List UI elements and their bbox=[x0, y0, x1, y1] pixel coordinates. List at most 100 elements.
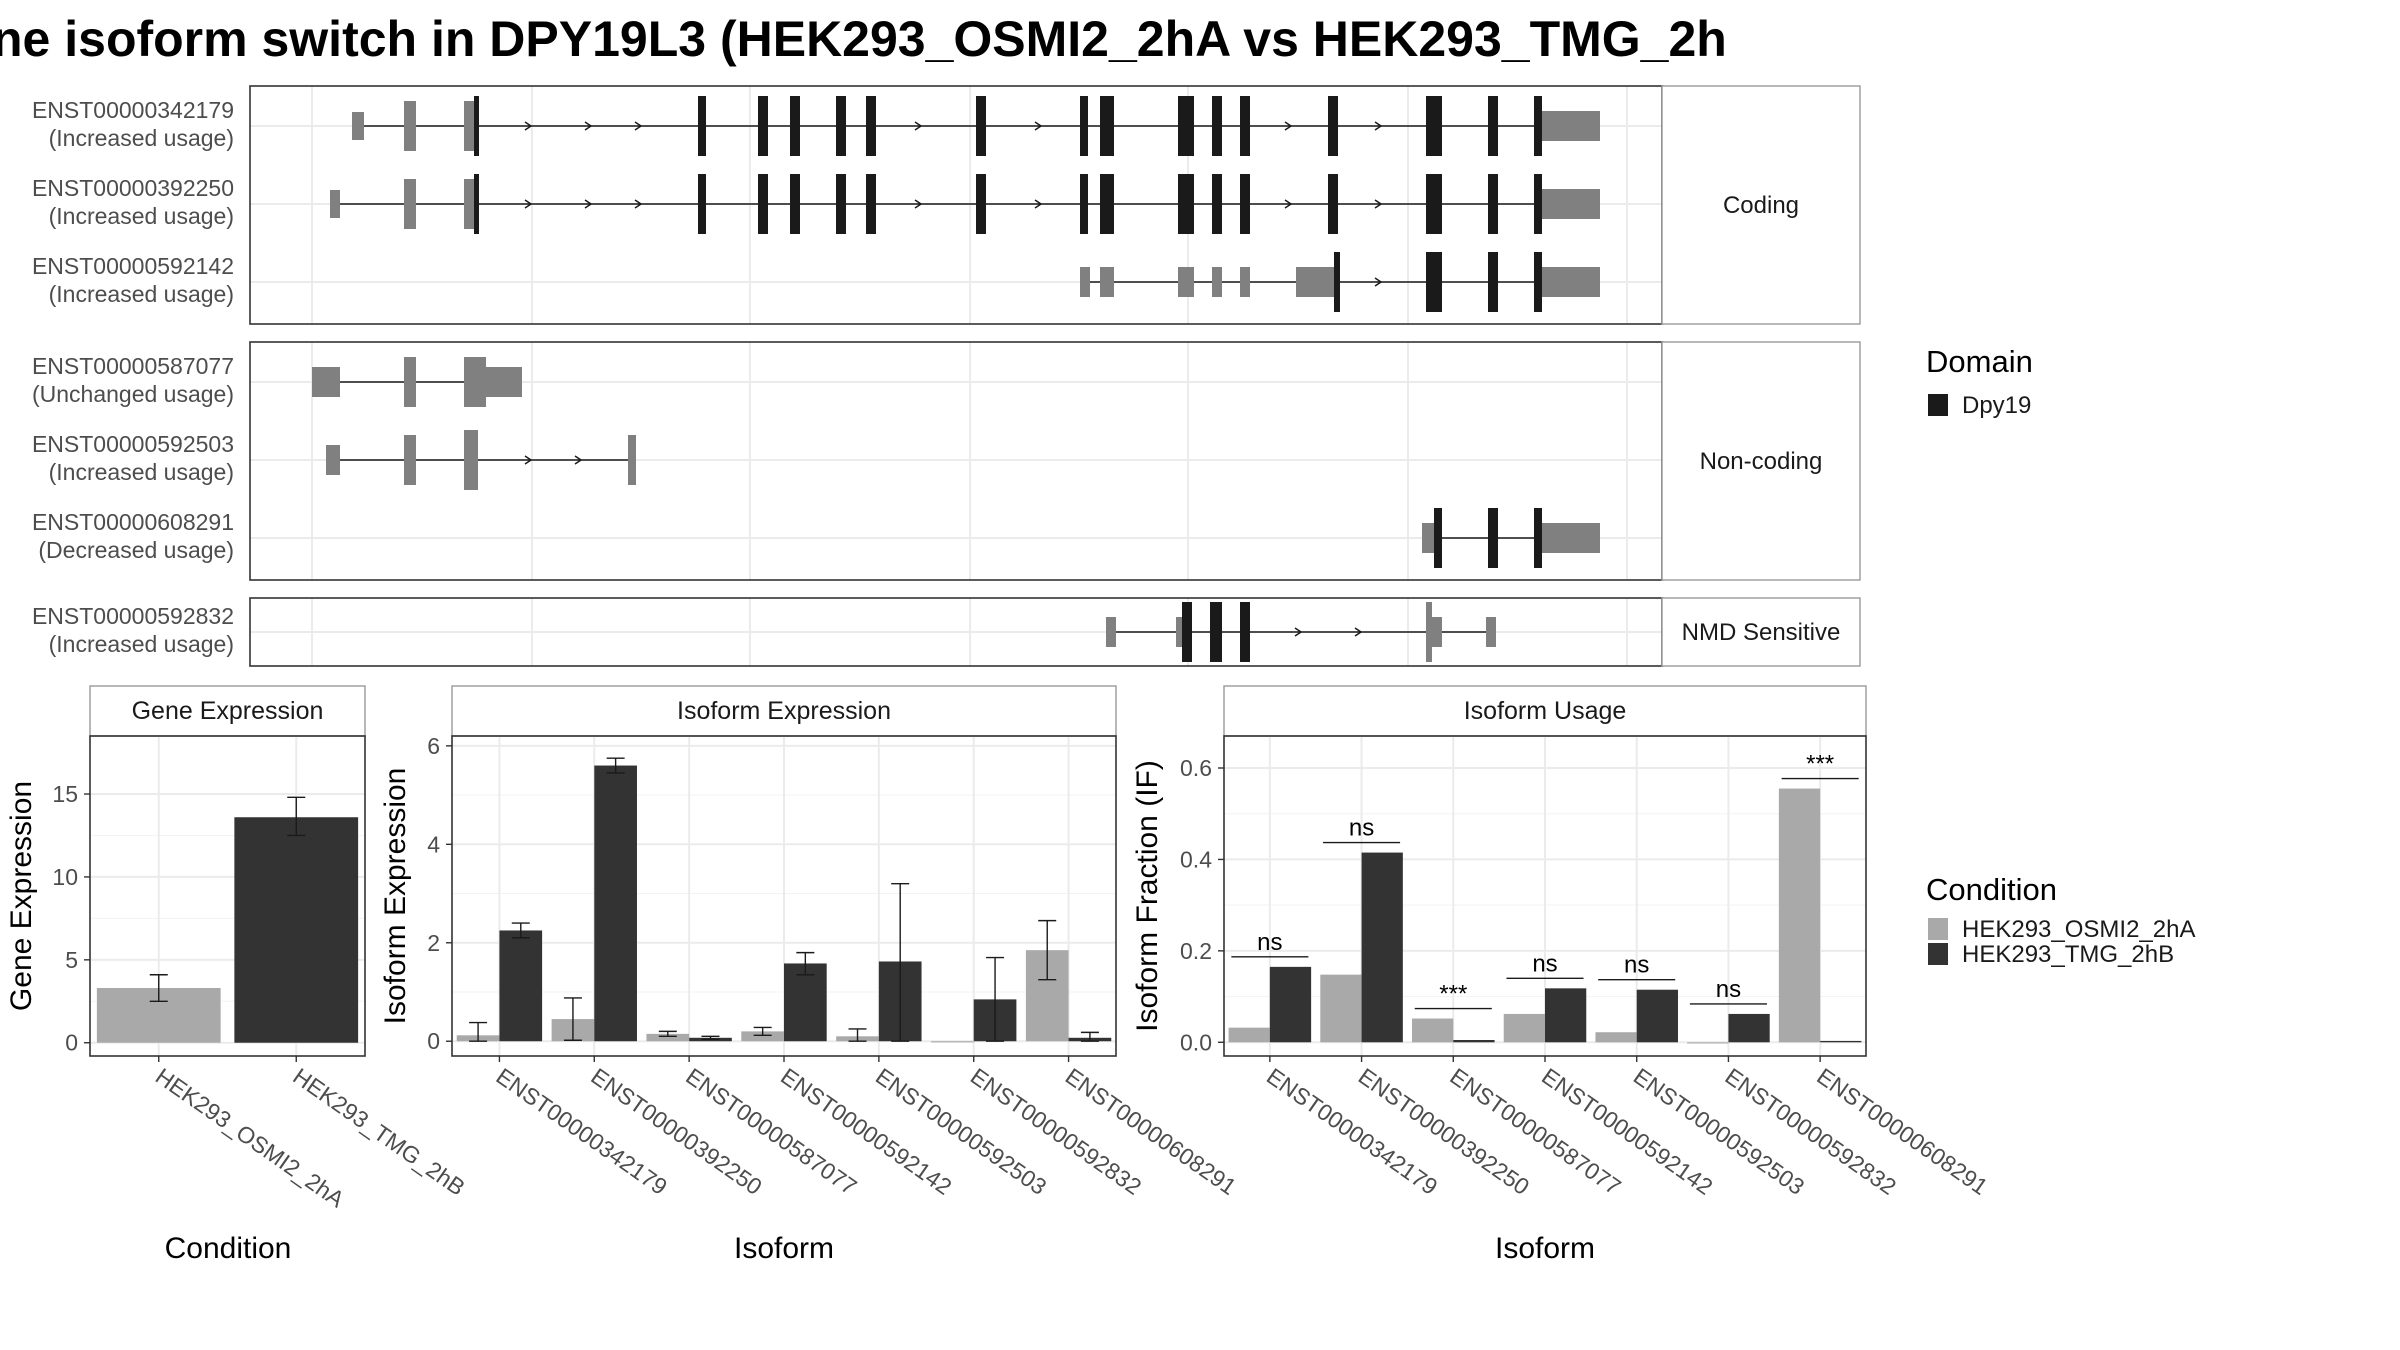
transcript-ENST00000392250: ENST00000392250(Increased usage) bbox=[32, 174, 1600, 234]
transcript-id-label: ENST00000608291 bbox=[32, 509, 234, 535]
coding-exon bbox=[866, 96, 876, 156]
coding-exon bbox=[866, 174, 876, 234]
bar-ENST00000587077 bbox=[1453, 1040, 1495, 1043]
bar-ENST00000587077 bbox=[646, 1033, 690, 1042]
strand-arrow bbox=[1294, 627, 1303, 637]
significance-label: ns bbox=[1532, 950, 1557, 977]
y-tick-label: 0 bbox=[427, 1028, 440, 1054]
utr-exon bbox=[464, 357, 486, 407]
transcript-status-label: (Increased usage) bbox=[49, 459, 234, 485]
coding-exon bbox=[698, 174, 706, 234]
utr-exon bbox=[486, 367, 522, 397]
strand-arrow bbox=[1034, 199, 1043, 209]
x-tick-label: ENST00000342179 bbox=[1262, 1063, 1442, 1200]
transcript-ENST00000587077: ENST00000587077(Unchanged usage) bbox=[32, 353, 522, 407]
strand-arrow bbox=[1374, 121, 1383, 131]
coding-exon bbox=[790, 174, 800, 234]
x-tick-label: ENST00000587077 bbox=[1445, 1063, 1625, 1200]
coding-exon bbox=[1240, 602, 1250, 662]
strand-arrow bbox=[914, 121, 923, 131]
bar-ENST00000342179 bbox=[1228, 1027, 1270, 1043]
plot-border bbox=[89, 735, 366, 1057]
y-tick-label: 0.4 bbox=[1180, 846, 1212, 872]
bar-ENST00000592142 bbox=[1503, 1013, 1545, 1043]
coding-exon bbox=[1488, 96, 1498, 156]
strand-arrow bbox=[1354, 627, 1363, 637]
coding-exon bbox=[1334, 252, 1340, 312]
y-axis-title: Isoform Expression bbox=[379, 768, 412, 1025]
coding-exon bbox=[1212, 174, 1222, 234]
isoform-usage-chart: Isoform Usage ns ns *** ns ns ns *** 0.0 0.2 0.4 0.… bbox=[1131, 685, 1993, 1265]
bar-ENST00000342179 bbox=[1269, 966, 1312, 1043]
bar-ENST00000592832 bbox=[1728, 1013, 1770, 1043]
transcript-id-label: ENST00000592832 bbox=[32, 603, 234, 629]
y-tick-label: 5 bbox=[65, 947, 78, 973]
utr-exon bbox=[464, 179, 474, 229]
bar-ENST00000592142 bbox=[741, 1031, 784, 1042]
strand-arrow bbox=[634, 121, 643, 131]
x-axis-title: Isoform bbox=[1495, 1232, 1595, 1265]
coding-exon bbox=[698, 96, 706, 156]
x-tick-label: ENST00000592832 bbox=[1721, 1063, 1901, 1200]
transcript-ENST00000608291: ENST00000608291(Decreased usage) bbox=[32, 508, 1600, 568]
x-tick-label: ENST00000608291 bbox=[1061, 1063, 1241, 1200]
coding-exon bbox=[1426, 174, 1442, 234]
facet-strip bbox=[1223, 685, 1867, 737]
coding-exon bbox=[1240, 174, 1250, 234]
chart-title: Isoform Usage bbox=[1464, 697, 1627, 725]
utr-exon bbox=[404, 435, 416, 485]
strand-arrow bbox=[524, 121, 533, 131]
transcript-status-label: (Increased usage) bbox=[49, 125, 234, 151]
strand-arrow bbox=[634, 199, 643, 209]
utr-exon bbox=[628, 435, 636, 485]
coding-exon bbox=[1488, 252, 1498, 312]
x-tick-label: ENST00000608291 bbox=[1812, 1063, 1992, 1200]
x-tick-label: ENST00000592142 bbox=[1537, 1063, 1717, 1200]
bar-ENST00000592832 bbox=[1687, 1042, 1729, 1044]
utr-exon bbox=[312, 367, 340, 397]
coding-exon bbox=[474, 96, 479, 156]
coding-exon bbox=[836, 174, 846, 234]
domain-legend: Domain Dpy19 bbox=[1926, 344, 2033, 419]
coding-exon bbox=[1080, 96, 1088, 156]
transcript-id-label: ENST00000592142 bbox=[32, 253, 234, 279]
y-tick-label: 0 bbox=[65, 1030, 78, 1056]
bar-ENST00000342179 bbox=[499, 930, 543, 1042]
y-tick-label: 10 bbox=[52, 864, 78, 890]
condition-legend-swatch bbox=[1928, 918, 1948, 940]
utr-exon bbox=[1542, 111, 1600, 141]
structure-strip-label: NMD Sensitive bbox=[1682, 619, 1841, 646]
utr-exon bbox=[1080, 267, 1090, 297]
significance-label: ns bbox=[1624, 952, 1649, 979]
bar-ENST00000608291 bbox=[1778, 788, 1821, 1043]
bar-ENST00000608291 bbox=[1820, 1040, 1862, 1043]
bar-ENST00000592503 bbox=[1636, 989, 1678, 1043]
x-tick-label: ENST00000592832 bbox=[966, 1063, 1146, 1200]
y-tick-label: 6 bbox=[427, 733, 440, 759]
utr-exon bbox=[404, 357, 416, 407]
y-tick-label: 2 bbox=[427, 930, 440, 956]
coding-exon bbox=[758, 174, 768, 234]
x-axis-title: Condition bbox=[165, 1232, 292, 1265]
transcript-status-label: (Increased usage) bbox=[49, 281, 234, 307]
chart-title: Isoform Expression bbox=[677, 697, 891, 725]
bar-ENST00000592142 bbox=[784, 963, 827, 1042]
coding-exon bbox=[1240, 96, 1250, 156]
coding-exon bbox=[1178, 174, 1194, 234]
utr-exon bbox=[1178, 267, 1194, 297]
transcript-ENST00000592142: ENST00000592142(Increased usage) bbox=[32, 252, 1600, 312]
bar-ENST00000392250 bbox=[594, 765, 637, 1042]
condition-legend-title: Condition bbox=[1926, 872, 2057, 907]
coding-exon bbox=[836, 96, 846, 156]
structure-strip-label: Non-coding bbox=[1700, 448, 1823, 475]
structure-strip-label: Coding bbox=[1723, 192, 1799, 219]
significance-label: ns bbox=[1257, 929, 1282, 956]
bar-ENST00000392250 bbox=[1320, 974, 1362, 1043]
domain-legend-swatch bbox=[1928, 394, 1948, 416]
x-tick-label: ENST00000392250 bbox=[1354, 1063, 1534, 1200]
coding-exon bbox=[1212, 96, 1222, 156]
significance-label: *** bbox=[1439, 981, 1467, 1008]
utr-exon bbox=[1542, 189, 1600, 219]
